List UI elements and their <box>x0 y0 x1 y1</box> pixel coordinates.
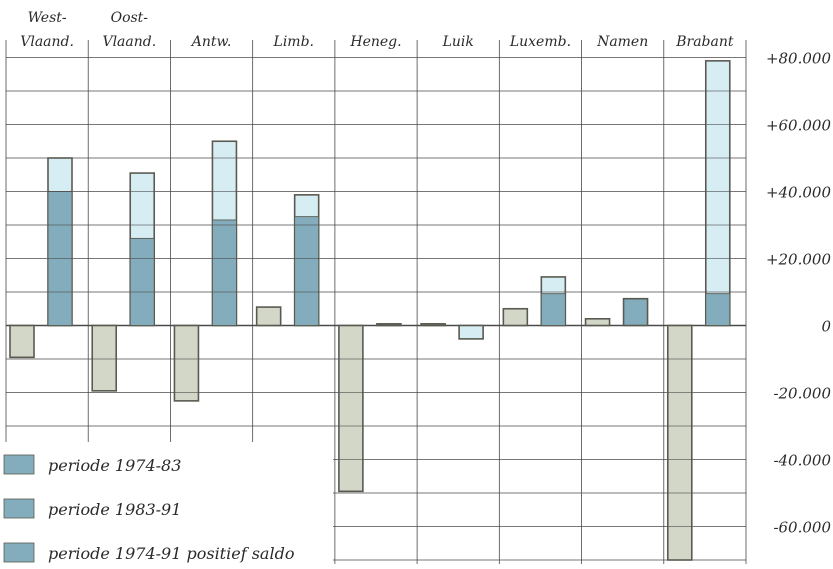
bar-1983-91 <box>458 324 484 340</box>
category-label: Vlaand. <box>20 34 74 50</box>
category-label: Brabant <box>675 34 734 50</box>
bar-1974-83 <box>338 324 364 493</box>
bar-1983-91 <box>376 323 402 327</box>
y-tick-label: +20.000 <box>766 251 832 269</box>
bar-positive-saldo <box>704 60 731 327</box>
bar-1983-91 <box>129 237 155 326</box>
bar-1983-91 <box>622 297 649 327</box>
y-tick-label: -20.000 <box>773 385 831 403</box>
legend-background <box>0 442 333 564</box>
bar-1983-91 <box>540 293 566 326</box>
category-label: Antw. <box>190 34 232 50</box>
bar-1974-83 <box>502 307 529 327</box>
legend-label: periode 1983-91 <box>48 500 181 519</box>
legend: periode 1974-83 periode 1983-91 periode 19… <box>0 442 333 564</box>
bar-1974-83 <box>666 324 693 561</box>
bar-1974-83 <box>584 317 611 327</box>
y-tick-label: +60.000 <box>766 117 832 135</box>
bar-1974-83 <box>9 324 35 359</box>
category-label: Luxemb. <box>509 34 571 50</box>
bar-1974-83 <box>255 306 282 327</box>
y-tick-label: -60.000 <box>773 519 831 537</box>
y-tick-label: 0 <box>821 318 831 336</box>
y-tick-label: -40.000 <box>773 452 831 470</box>
bar-1974-83 <box>420 323 446 327</box>
bar-1983-91 <box>705 293 731 326</box>
bar-1974-83 <box>91 324 118 392</box>
legend-swatch <box>3 454 35 475</box>
bar-1983-91 <box>294 216 320 326</box>
bars <box>9 60 731 561</box>
legend-swatch <box>3 498 35 519</box>
bar-1983-91 <box>211 219 237 326</box>
y-tick-label: +80.000 <box>766 50 832 68</box>
legend-label: periode 1974-83 <box>48 456 181 475</box>
bar-1974-83 <box>173 324 200 402</box>
category-label: Oost- <box>111 10 149 26</box>
category-label: Namen <box>596 34 648 50</box>
category-label: Vlaand. <box>102 34 156 50</box>
category-label: Limb. <box>273 34 314 50</box>
category-label: West- <box>28 10 67 26</box>
grid <box>5 40 747 564</box>
y-tick-label: +40.000 <box>766 184 832 202</box>
legend-swatch <box>3 542 35 563</box>
legend-label: periode 1974-91 positief saldo <box>48 544 294 563</box>
y-axis-ticks: +80.000 +60.000 +40.000 +20.000 0 -20.000 -40.… <box>766 50 832 537</box>
category-label: Luik <box>442 34 474 50</box>
category-label: Heneg. <box>349 34 401 50</box>
category-labels: West- Vlaand. Oost- Vlaand. Antw. Limb. Heneg.… <box>20 10 734 50</box>
